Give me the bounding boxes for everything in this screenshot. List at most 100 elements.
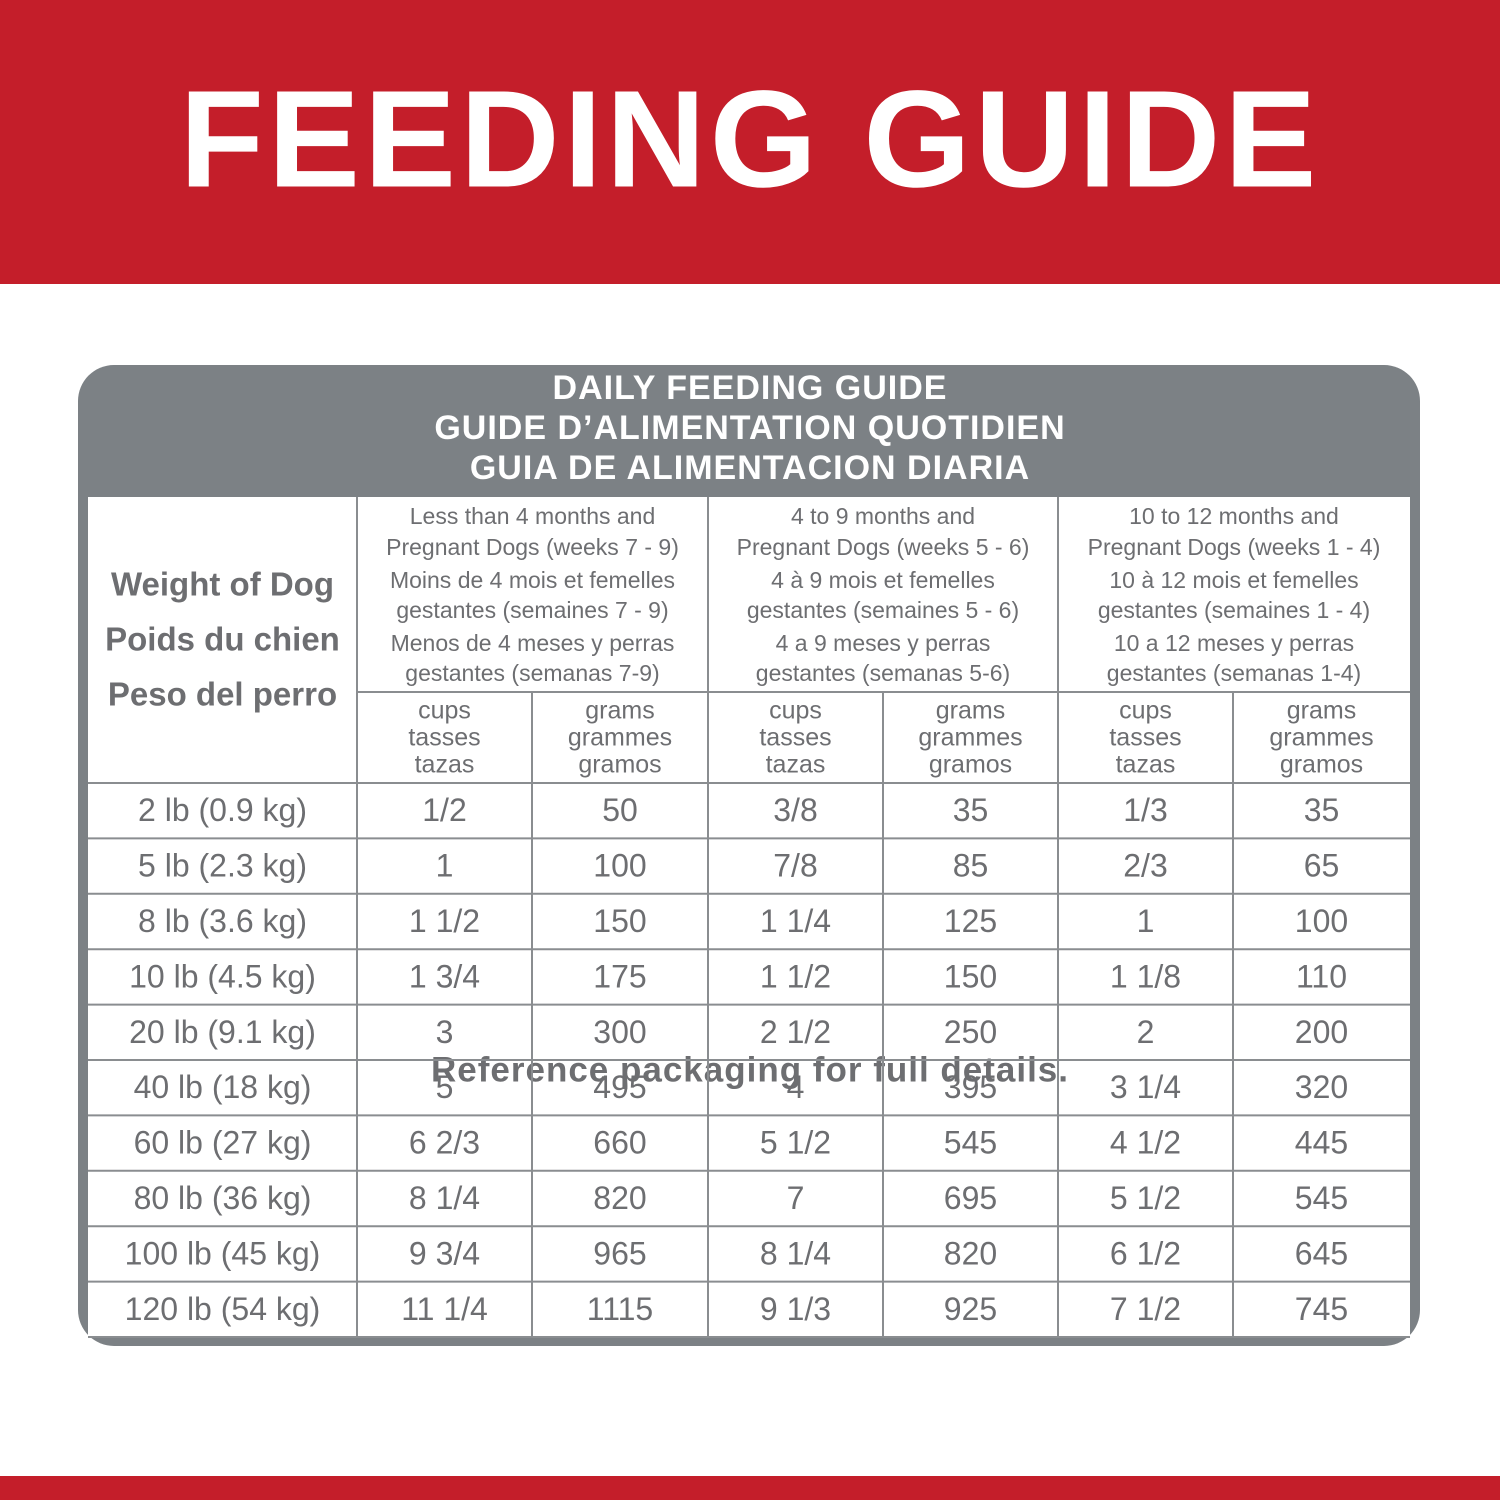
value-cell: 9 3/4 [409,1235,480,1271]
value-cell: 395 [944,1069,997,1105]
table-title: GUIDE D’ALIMENTATION QUOTIDIEN [434,409,1065,447]
header-band [0,0,1500,284]
value-cell: 2/3 [1123,848,1167,884]
value-cell: 545 [944,1125,997,1161]
value-cell: 8 1/4 [760,1235,831,1271]
value-cell: 3 1/4 [1110,1069,1181,1105]
value-cell: 150 [593,903,646,939]
weight-cell: 80 lb (36 kg) [134,1180,312,1216]
value-cell: 150 [944,958,997,994]
weight-cell: 100 lb (45 kg) [125,1235,321,1271]
value-cell: 820 [593,1180,646,1216]
page-title: FEEDING GUIDE [180,62,1321,216]
value-cell: 200 [1295,1014,1348,1050]
value-cell: 1115 [587,1291,653,1327]
value-cell: 1 3/4 [409,958,480,994]
group-header: Pregnant Dogs (weeks 7 - 9) [386,534,679,560]
weight-cell: 2 lb (0.9 kg) [138,792,307,828]
value-cell: 1 [436,848,454,884]
unit-header: grams [585,697,654,725]
table-body [88,497,1410,1337]
value-cell: 545 [1295,1180,1348,1216]
value-cell: 1 [1137,903,1155,939]
group-header: 4 à 9 mois et femelles [771,567,995,593]
value-cell: 3 [436,1014,454,1050]
unit-header: tasses [1109,724,1181,752]
value-cell: 660 [593,1125,646,1161]
unit-header: grams [936,697,1005,725]
value-cell: 300 [593,1014,646,1050]
unit-header: cups [769,697,822,725]
unit-header: tazas [766,751,826,779]
group-header: 4 a 9 meses y perras [776,630,991,656]
unit-header: gramos [929,751,1012,779]
unit-header: grammes [918,724,1022,752]
value-cell: 2 [1137,1014,1155,1050]
value-cell: 7 [787,1180,805,1216]
footer-band [0,1476,1500,1500]
value-cell: 925 [944,1291,997,1327]
unit-header: cups [1119,697,1172,725]
weight-cell: 8 lb (3.6 kg) [138,903,307,939]
group-header: gestantes (semaines 1 - 4) [1098,597,1370,623]
unit-header: tazas [415,751,475,779]
value-cell: 50 [602,792,638,828]
table-title: GUIA DE ALIMENTACION DIARIA [470,449,1030,487]
value-cell: 4 [787,1069,805,1105]
value-cell: 7 1/2 [1110,1291,1181,1327]
value-cell: 320 [1295,1069,1348,1105]
value-cell: 1 1/4 [760,903,831,939]
value-cell: 1/3 [1123,792,1167,828]
value-cell: 4 1/2 [1110,1125,1181,1161]
value-cell: 5 1/2 [760,1125,831,1161]
group-header: Less than 4 months and [410,503,656,529]
weight-cell: 60 lb (27 kg) [134,1125,312,1161]
weight-cell: 20 lb (9.1 kg) [129,1014,316,1050]
value-cell: 65 [1304,848,1340,884]
value-cell: 1 1/2 [409,903,480,939]
row-header: Weight of Dog [111,566,334,603]
value-cell: 3/8 [773,792,817,828]
value-cell: 1 1/8 [1110,958,1181,994]
value-cell: 1/2 [422,792,466,828]
value-cell: 5 [436,1069,454,1105]
value-cell: 645 [1295,1235,1348,1271]
unit-header: grammes [1269,724,1373,752]
group-header: 10 to 12 months and [1129,503,1339,529]
value-cell: 125 [944,903,997,939]
value-cell: 820 [944,1235,997,1271]
unit-header: tazas [1116,751,1176,779]
value-cell: 2 1/2 [760,1014,831,1050]
group-header: Pregnant Dogs (weeks 5 - 6) [737,534,1030,560]
value-cell: 695 [944,1180,997,1216]
weight-cell: 10 lb (4.5 kg) [129,958,316,994]
unit-header: gramos [1280,751,1363,779]
value-cell: 7/8 [773,848,817,884]
value-cell: 250 [944,1014,997,1050]
unit-header: grammes [568,724,672,752]
weight-cell: 40 lb (18 kg) [134,1069,312,1105]
value-cell: 745 [1295,1291,1348,1327]
group-header: Moins de 4 mois et femelles [390,567,675,593]
unit-header: gramos [578,751,661,779]
row-header: Peso del perro [108,676,337,713]
value-cell: 110 [1296,958,1347,994]
value-cell: 5 1/2 [1110,1180,1181,1216]
group-header: gestantes (semaines 7 - 9) [396,597,668,623]
value-cell: 11 1/4 [401,1291,488,1327]
group-header: Pregnant Dogs (weeks 1 - 4) [1088,534,1381,560]
group-header: gestantes (semanas 7-9) [405,660,659,686]
unit-header: tasses [408,724,480,752]
value-cell: 100 [1295,903,1348,939]
unit-header: tasses [759,724,831,752]
table-title: DAILY FEEDING GUIDE [553,369,948,407]
value-cell: 495 [593,1069,646,1105]
group-header: 10 a 12 meses y perras [1114,630,1354,656]
value-cell: 85 [953,848,989,884]
unit-header: grams [1287,697,1356,725]
value-cell: 6 1/2 [1110,1235,1181,1271]
group-header: 4 to 9 months and [791,503,975,529]
group-header: gestantes (semanas 5-6) [756,660,1010,686]
value-cell: 175 [593,958,646,994]
